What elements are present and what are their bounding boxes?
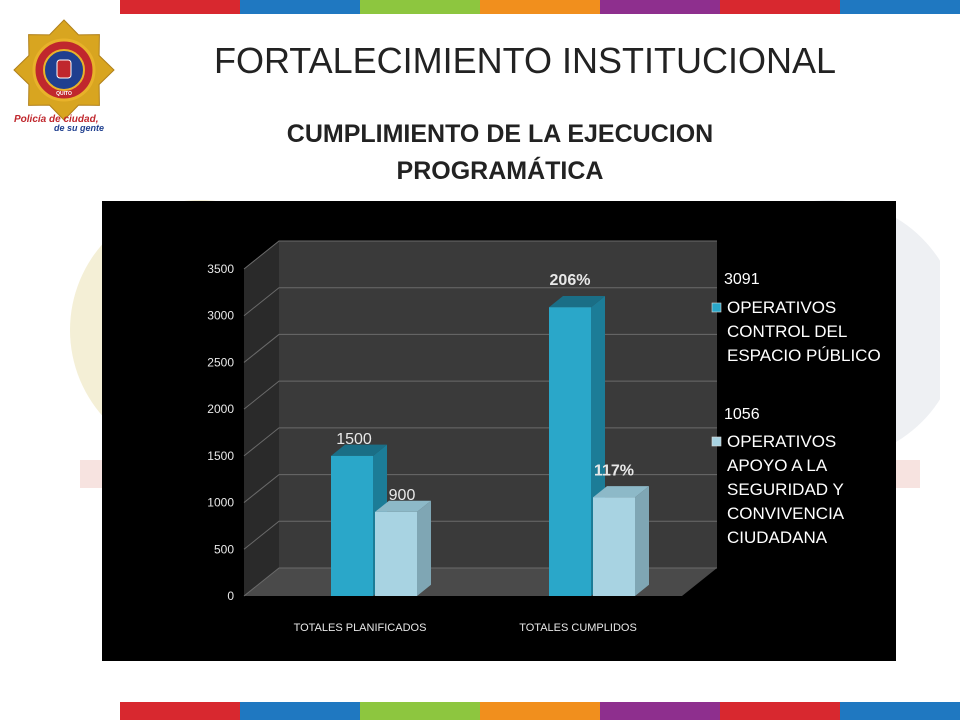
data-label: 1500	[336, 431, 372, 448]
stripe-segment	[0, 0, 120, 14]
stripe-segment	[120, 0, 240, 14]
legend-label: OPERATIVOS	[727, 298, 836, 317]
legend-label: OPERATIVOS	[727, 432, 836, 451]
y-tick-label: 2500	[207, 355, 234, 369]
bar	[375, 511, 417, 596]
bar-top	[593, 486, 649, 498]
stripe-segment	[480, 702, 600, 720]
y-tick-label: 2000	[207, 402, 234, 416]
slide-title: FORTALECIMIENTO INSTITUCIONAL	[213, 40, 837, 81]
category-label: TOTALES PLANIFICADOS	[294, 622, 427, 634]
stripe-segment	[600, 702, 720, 720]
data-label: 900	[389, 487, 416, 504]
bar	[331, 455, 373, 596]
legend-swatch	[711, 302, 722, 313]
chart-panel: 0 500 1000 1500 2000 2500 3000 3500 1500 206% 900 1…	[102, 201, 896, 661]
slogan-line-1: Policía de ciudad,	[14, 114, 98, 125]
stripe-segment	[120, 702, 240, 720]
legend-value: 3091	[724, 271, 760, 288]
data-label: 206%	[550, 272, 591, 289]
y-tick-label: 3500	[207, 262, 234, 276]
bar-top	[549, 296, 605, 308]
bar-top	[375, 500, 431, 512]
legend-label: CONTROL DEL	[727, 322, 847, 341]
y-tick-label: 1000	[207, 496, 234, 510]
category-label: TOTALES CUMPLIDOS	[519, 622, 637, 634]
top-color-stripe	[0, 0, 960, 14]
bottom-color-stripe	[0, 702, 960, 720]
legend-label: ESPACIO PÚBLICO	[727, 346, 881, 365]
legend-swatch	[711, 436, 722, 447]
legend-value: 1056	[724, 406, 760, 423]
data-label: 117%	[594, 462, 634, 479]
logo-shield	[56, 59, 72, 79]
legend-label: SEGURIDAD Y	[727, 480, 844, 499]
subtitle-line-2: PROGRAMÁTICA	[396, 157, 604, 185]
bar-top	[331, 444, 387, 456]
slide-subtitle: CUMPLIMIENTO DE LA EJECUCION PROGRAMÁTIC…	[200, 116, 800, 190]
stripe-segment	[0, 702, 120, 720]
stripe-segment	[360, 0, 480, 14]
stripe-segment	[240, 0, 360, 14]
stripe-segment	[480, 0, 600, 14]
gridline	[243, 240, 717, 270]
gridline	[243, 287, 717, 317]
slogan-line-2: de su gente	[54, 123, 104, 133]
chart-side-wall	[244, 241, 279, 596]
stripe-segment	[600, 0, 720, 14]
bar	[549, 307, 591, 596]
subtitle-line-1: CUMPLIMIENTO DE LA EJECUCION	[286, 120, 714, 148]
stripe-segment	[360, 702, 480, 720]
stripe-segment	[720, 702, 840, 720]
stripe-segment	[840, 702, 960, 720]
legend-label: APOYO A LA	[727, 456, 828, 475]
bar-side	[417, 500, 431, 596]
y-tick-label: 1500	[207, 449, 234, 463]
y-tick-label: 0	[227, 589, 234, 603]
bar-side	[635, 486, 649, 596]
legend-label: CIUDADANA	[727, 528, 828, 547]
stripe-segment	[240, 702, 360, 720]
y-tick-label: 3000	[207, 309, 234, 323]
stripe-segment	[720, 0, 840, 14]
legend-label: CONVIVENCIA	[727, 504, 845, 523]
bar	[593, 497, 635, 596]
logo-city: QUITO	[56, 91, 72, 97]
police-logo: QUITO Policía de ciudad, de su gente	[13, 19, 115, 133]
stripe-segment	[840, 0, 960, 14]
y-tick-label: 500	[214, 542, 234, 556]
bar-chart: 0 500 1000 1500 2000 2500 3000 3500 1500 206% 900 1…	[207, 240, 881, 634]
